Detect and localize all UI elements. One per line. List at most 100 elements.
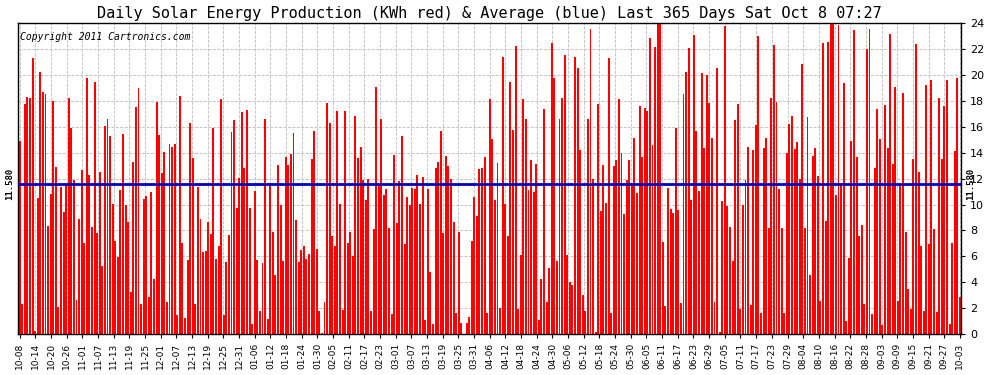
Bar: [651, 146, 653, 334]
Bar: [550, 43, 552, 334]
Bar: [566, 255, 568, 334]
Bar: [362, 180, 364, 334]
Bar: [24, 105, 26, 334]
Bar: [825, 221, 827, 334]
Bar: [783, 314, 785, 334]
Bar: [342, 310, 344, 334]
Bar: [905, 232, 907, 334]
Bar: [269, 183, 271, 334]
Bar: [512, 130, 514, 334]
Bar: [457, 231, 459, 334]
Bar: [478, 168, 480, 334]
Bar: [197, 187, 199, 334]
Bar: [316, 249, 318, 334]
Bar: [868, 29, 870, 334]
Bar: [86, 78, 88, 334]
Bar: [592, 180, 594, 334]
Bar: [378, 184, 380, 334]
Bar: [946, 80, 948, 334]
Bar: [757, 36, 759, 334]
Bar: [155, 102, 157, 334]
Bar: [791, 116, 793, 334]
Bar: [719, 333, 721, 334]
Bar: [210, 234, 212, 334]
Bar: [541, 279, 543, 334]
Bar: [127, 222, 129, 334]
Bar: [109, 136, 111, 334]
Bar: [223, 315, 225, 334]
Bar: [926, 85, 928, 334]
Bar: [706, 75, 708, 334]
Bar: [447, 166, 449, 334]
Bar: [631, 184, 633, 334]
Bar: [820, 302, 822, 334]
Bar: [179, 96, 181, 334]
Bar: [520, 255, 522, 334]
Text: 11.580: 11.580: [966, 168, 975, 200]
Bar: [220, 99, 222, 334]
Bar: [248, 208, 250, 334]
Bar: [120, 189, 122, 334]
Bar: [158, 135, 160, 334]
Bar: [801, 64, 803, 334]
Bar: [96, 232, 98, 334]
Bar: [845, 321, 847, 334]
Bar: [654, 47, 656, 334]
Bar: [380, 119, 382, 334]
Bar: [879, 140, 881, 334]
Bar: [953, 152, 955, 334]
Bar: [866, 49, 868, 334]
Bar: [45, 94, 47, 334]
Bar: [887, 148, 888, 334]
Bar: [814, 148, 816, 334]
Bar: [605, 202, 607, 334]
Bar: [833, 20, 835, 334]
Bar: [321, 333, 323, 334]
Bar: [171, 147, 173, 334]
Bar: [406, 197, 408, 334]
Bar: [822, 44, 824, 334]
Bar: [762, 148, 764, 334]
Bar: [897, 301, 899, 334]
Bar: [287, 165, 289, 334]
Bar: [94, 82, 96, 334]
Bar: [440, 131, 442, 334]
Bar: [595, 332, 597, 334]
Bar: [948, 324, 950, 334]
Bar: [672, 213, 674, 334]
Bar: [117, 257, 119, 334]
Bar: [48, 226, 50, 334]
Bar: [931, 80, 933, 334]
Bar: [525, 119, 527, 334]
Bar: [742, 205, 743, 334]
Bar: [796, 142, 798, 334]
Title: Daily Solar Energy Production (KWh red) & Average (blue) Last 365 Days Sat Oct 8: Daily Solar Energy Production (KWh red) …: [97, 6, 882, 21]
Bar: [491, 139, 493, 334]
Bar: [629, 160, 631, 334]
Bar: [936, 312, 938, 334]
Bar: [634, 138, 636, 334]
Bar: [200, 219, 201, 334]
Bar: [83, 243, 85, 334]
Bar: [863, 304, 865, 334]
Bar: [42, 92, 44, 334]
Bar: [548, 268, 550, 334]
Bar: [711, 138, 713, 334]
Bar: [735, 120, 737, 334]
Bar: [499, 308, 501, 334]
Bar: [724, 27, 726, 334]
Bar: [189, 123, 191, 334]
Bar: [192, 158, 194, 334]
Bar: [703, 148, 705, 334]
Bar: [504, 204, 506, 334]
Bar: [626, 180, 628, 334]
Bar: [489, 99, 491, 334]
Bar: [855, 157, 857, 334]
Bar: [311, 159, 313, 334]
Bar: [714, 302, 716, 334]
Bar: [181, 243, 183, 334]
Bar: [536, 165, 538, 334]
Bar: [259, 310, 261, 334]
Bar: [57, 308, 59, 334]
Bar: [228, 234, 230, 334]
